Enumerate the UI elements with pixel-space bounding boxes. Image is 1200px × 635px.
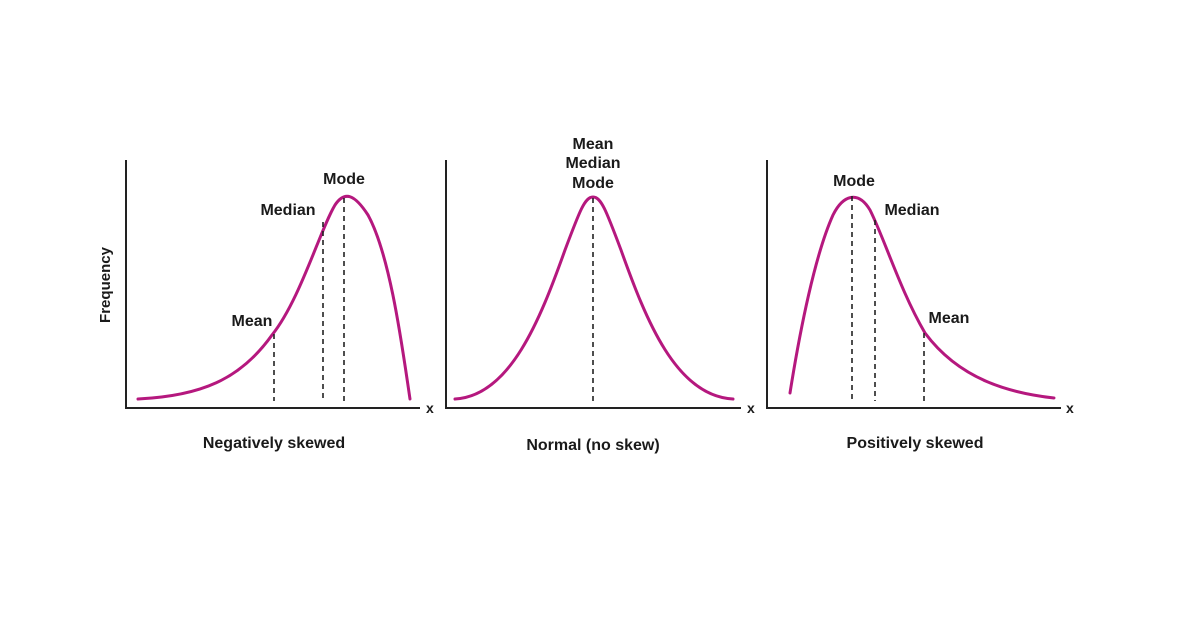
panel-2-median-label: Median	[565, 155, 620, 172]
panel-1-mode-label: Mode	[323, 171, 365, 188]
panel-3-median-label: Median	[884, 202, 939, 219]
panel-positively-skewed: x Mode Median Mean Positively skewed	[766, 160, 1074, 452]
panel-3-mean-label: Mean	[929, 310, 970, 327]
panel-2-mean-label: Mean	[573, 136, 614, 153]
panel-2-mode-label: Mode	[572, 175, 614, 192]
panel-1-mean-label: Mean	[232, 313, 273, 330]
panel-negatively-skewed: x Mean Median Mode Negatively skewed	[125, 160, 434, 452]
panel-1-caption: Negatively skewed	[203, 435, 345, 452]
panel-2-caption: Normal (no skew)	[526, 437, 659, 454]
y-axis-label: Frequency	[97, 246, 114, 323]
panel-2-distribution-curve	[453, 195, 735, 401]
panel-1-distribution-curve	[136, 194, 412, 401]
panel-3-distribution-curve	[788, 196, 1056, 400]
panel-3-caption: Positively skewed	[847, 435, 984, 452]
panel-1-x-axis-label: x	[426, 400, 434, 416]
panel-2-x-axis-label: x	[747, 400, 755, 416]
panel-2-axes	[445, 160, 741, 409]
panel-1-axes	[125, 160, 420, 409]
panel-3-x-axis-label: x	[1066, 400, 1074, 416]
panel-3-mode-label: Mode	[833, 173, 875, 190]
panel-1-median-label: Median	[260, 202, 315, 219]
panel-normal: x Mean Median Mode Normal (no skew)	[445, 136, 755, 454]
panel-3-axes	[766, 160, 1061, 409]
